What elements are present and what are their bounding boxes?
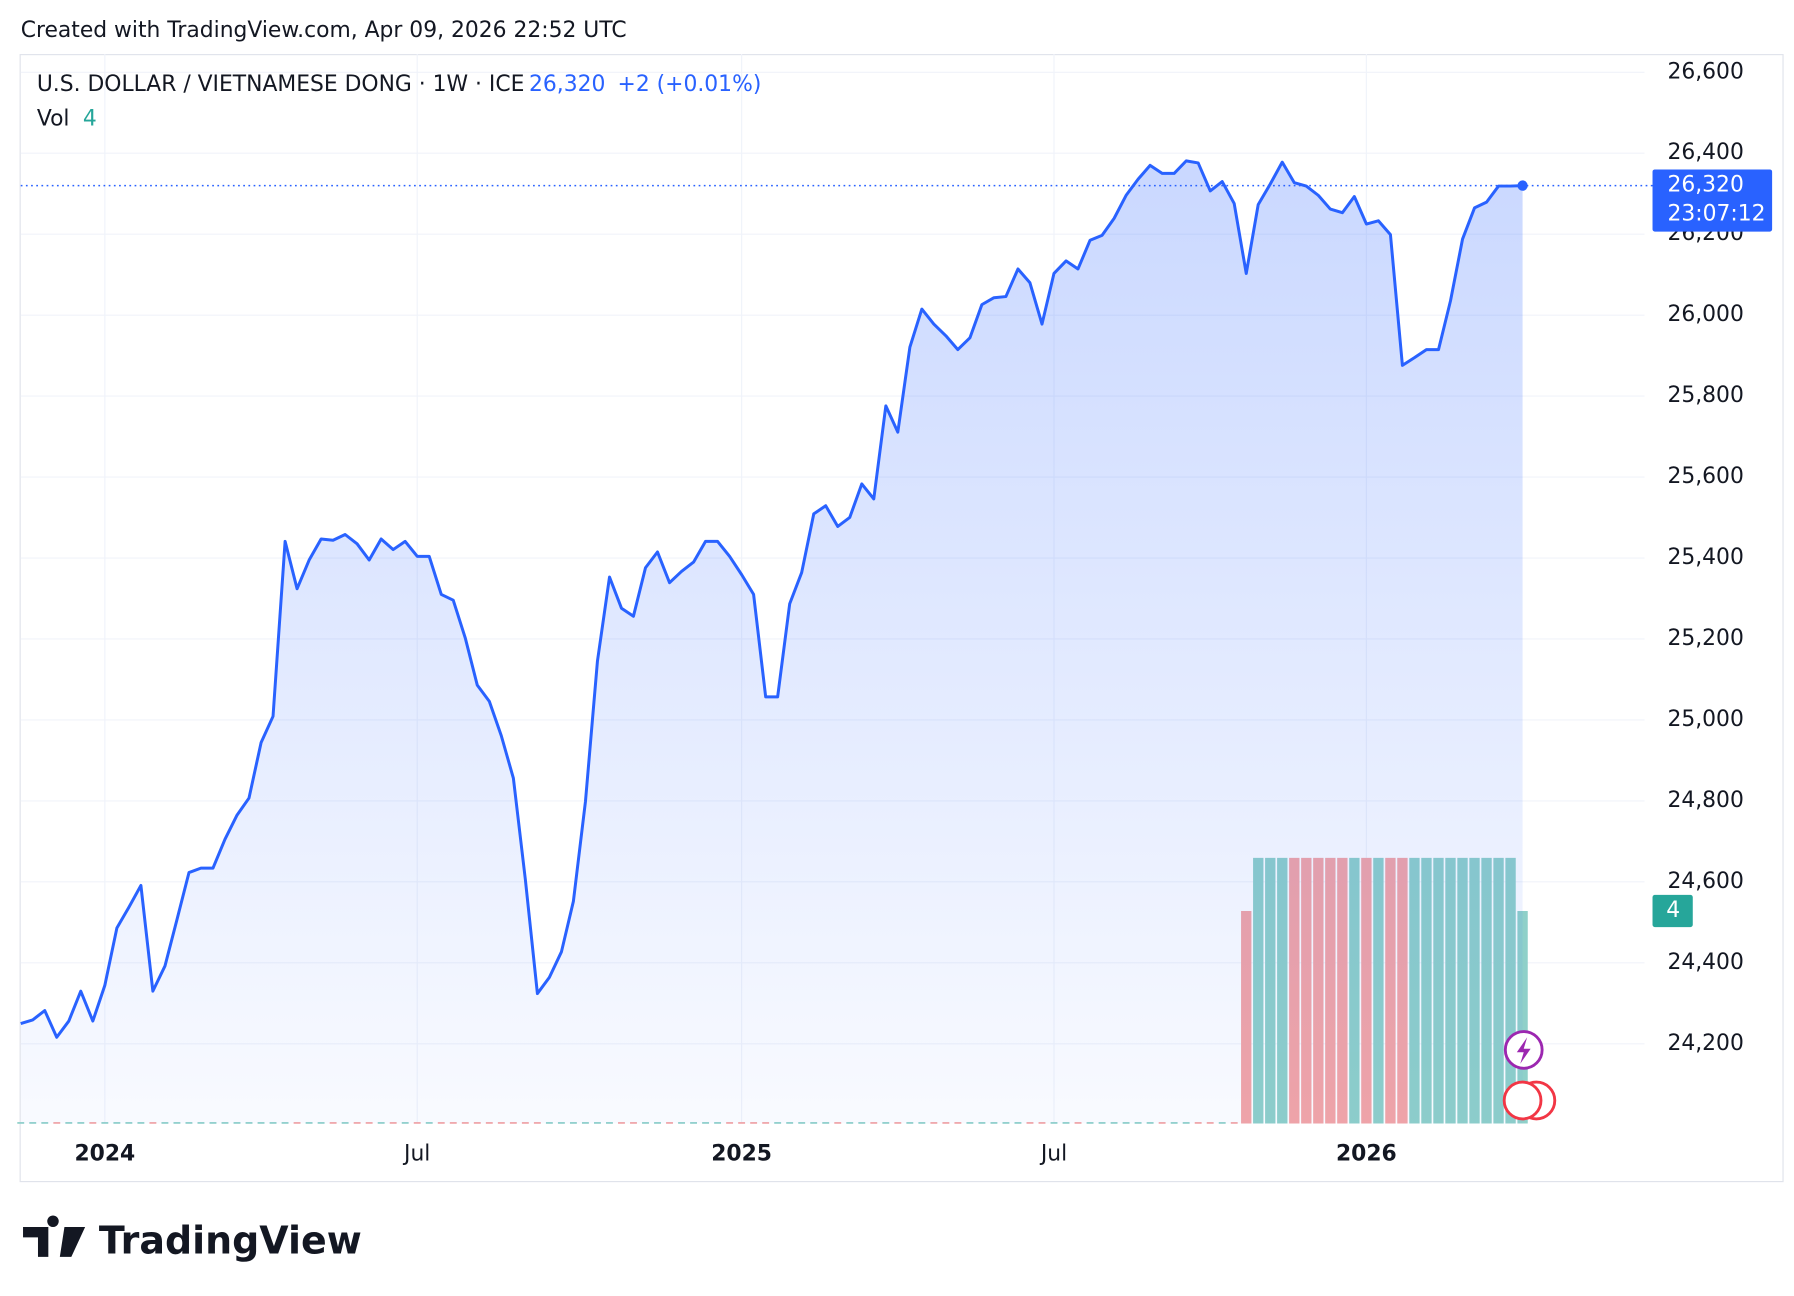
plot: 24,200 24,400 24,600 24,800 25,000 25,200 25,4…: [17, 54, 1773, 1167]
y-tick-label: 25,600: [1667, 464, 1743, 489]
event-icon: [1516, 1037, 1531, 1064]
y-tick-label: 26,000: [1667, 302, 1743, 327]
volume-legend: Vol: [37, 107, 70, 132]
volume-tag: [1652, 894, 1693, 928]
y-tick-label: 26,400: [1667, 140, 1743, 165]
y-tick-label: 24,200: [1667, 1031, 1743, 1056]
price-tag-label: 26,320: [1667, 173, 1743, 198]
countdown: 23:07:12: [1667, 201, 1765, 226]
y-tick-label: 25,400: [1667, 545, 1743, 570]
price-tag: [1652, 169, 1773, 232]
logo-mark: [23, 1215, 86, 1257]
created-note: Created with TradingView.com, Apr 09, 20…: [21, 18, 627, 43]
x-tick-label: 2024: [74, 1142, 135, 1167]
chart-title: U.S. DOLLAR / VIETNAMESE DONG · 1W · ICE: [37, 72, 525, 97]
y-tick-label: 24,400: [1667, 950, 1743, 975]
y-tick-label: 25,200: [1667, 626, 1743, 651]
price-change: +2 (+0.01%): [618, 72, 762, 97]
y-tick-label: 24,600: [1667, 869, 1743, 894]
event-icon: [1502, 1080, 1543, 1121]
chart-frame: [19, 54, 1784, 1183]
y-tick-label: 26,600: [1667, 59, 1743, 84]
last-point: [1517, 180, 1528, 191]
y-tick-label: 24,800: [1667, 788, 1743, 813]
y-tick-label: 25,000: [1667, 707, 1743, 732]
volume-tag-label: 4: [1666, 898, 1680, 923]
y-tick-label: 25,800: [1667, 383, 1743, 408]
x-tick-label: 2025: [711, 1142, 772, 1167]
x-tick-label: Jul: [402, 1142, 430, 1167]
logo: [23, 1215, 86, 1257]
x-tick-label: 2026: [1336, 1142, 1397, 1167]
x-tick-label: Jul: [1039, 1142, 1067, 1167]
volume-legend-value: 4: [83, 107, 97, 132]
last-price: 26,320: [529, 72, 605, 97]
price-line: [20, 159, 1523, 1039]
brand: TradingView: [99, 1219, 362, 1263]
price-area: [20, 160, 1523, 1124]
